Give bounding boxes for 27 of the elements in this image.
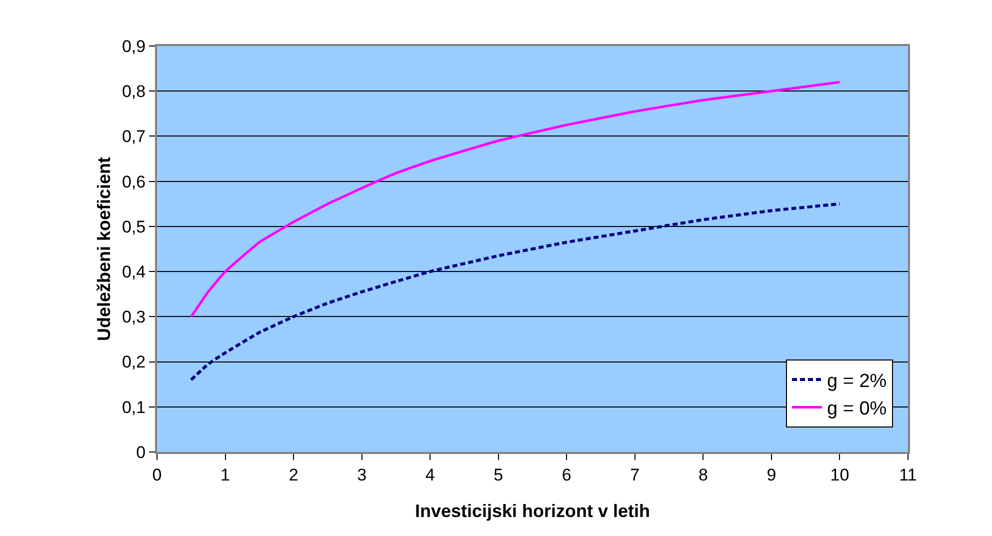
- x-tick-label: 5: [494, 465, 504, 484]
- x-tick-label: 1: [220, 465, 230, 484]
- y-tick-label: 0,2: [122, 352, 146, 372]
- legend-label: g = 2%: [826, 370, 887, 392]
- legend-label: g = 0%: [826, 398, 887, 420]
- y-tick-label: 0,6: [122, 172, 146, 192]
- y-tick-label: 0,3: [122, 308, 146, 327]
- y-tick-label: 0,9: [122, 36, 146, 56]
- y-tick-label: 0,1: [122, 398, 146, 417]
- x-tick-label: 2: [288, 465, 298, 484]
- x-tick-label: 3: [357, 465, 367, 484]
- line-series: [190, 80, 841, 318]
- x-tick-label: 4: [425, 465, 435, 484]
- x-tick-label: 7: [630, 465, 640, 484]
- x-tick-label: 9: [766, 465, 776, 484]
- x-tick-label: 6: [562, 465, 572, 484]
- x-tick-label: 11: [899, 465, 917, 484]
- x-tick-label: 8: [698, 465, 708, 484]
- y-tick-label: 0,8: [122, 82, 146, 102]
- y-tick-label: 0,4: [122, 262, 146, 282]
- y-axis-title: Udeležbeni koeficient: [94, 156, 114, 342]
- x-tick-label: 10: [830, 465, 850, 484]
- y-tick-label: 0: [136, 442, 146, 462]
- y-tick-label: 0,5: [122, 217, 146, 236]
- x-axis-title: Investicijski horizont v letih: [414, 501, 650, 521]
- x-tick-label: 0: [152, 465, 162, 484]
- y-tick-label: 0,7: [122, 127, 146, 146]
